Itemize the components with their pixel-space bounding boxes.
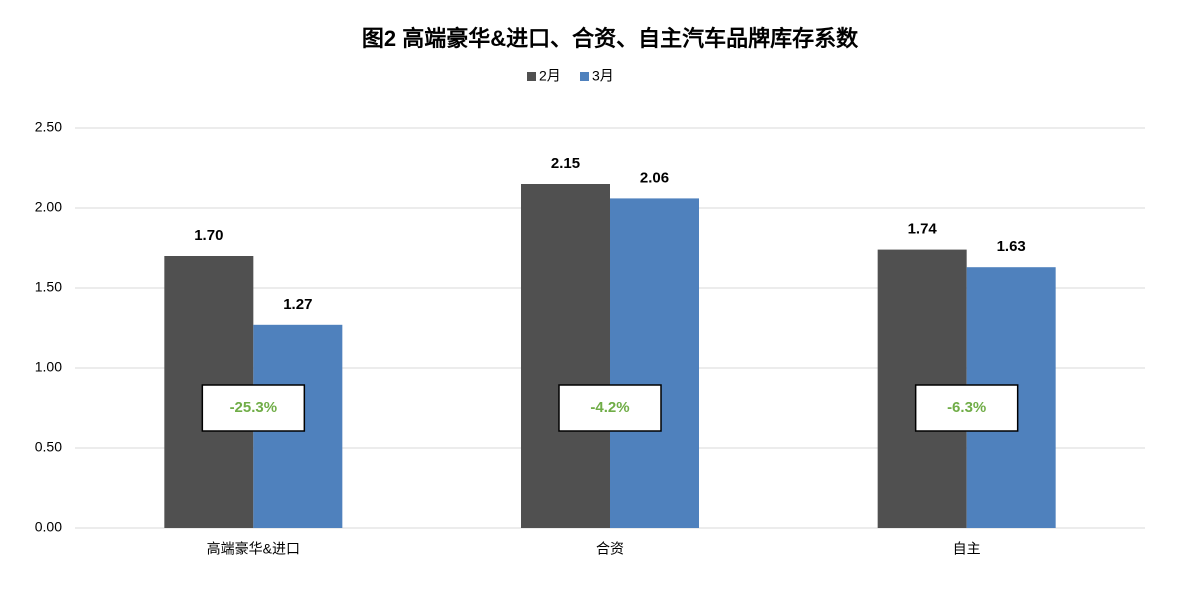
legend-label: 3月 — [592, 68, 614, 84]
value-label: 1.74 — [908, 221, 938, 238]
y-tick-label: 2.50 — [35, 119, 62, 135]
value-label: 1.27 — [283, 296, 312, 313]
x-tick-label: 高端豪华&进口 — [207, 541, 300, 557]
value-label: 1.70 — [194, 227, 223, 244]
annotation: -4.2% — [590, 399, 629, 416]
annotation: -25.3% — [230, 399, 278, 416]
value-label: 2.15 — [551, 155, 580, 172]
legend-swatch — [580, 72, 589, 81]
value-label: 2.06 — [640, 169, 669, 186]
legend-swatch — [527, 72, 536, 81]
bar — [610, 198, 699, 528]
chart-title: 图2 高端豪华&进口、合资、自主汽车品牌库存系数 — [362, 26, 859, 51]
value-label: 1.63 — [997, 238, 1026, 255]
x-tick-label: 合资 — [596, 541, 624, 557]
annotation-box — [914, 384, 1019, 432]
annotation-box — [201, 384, 306, 432]
annotation-box — [558, 384, 662, 432]
annotation: -6.3% — [947, 399, 986, 416]
bar — [521, 184, 610, 528]
y-tick-label: 1.00 — [35, 359, 62, 375]
y-tick-label: 1.50 — [35, 279, 62, 295]
y-tick-label: 2.00 — [35, 199, 62, 215]
y-tick-label: 0.00 — [35, 519, 62, 535]
x-tick-label: 自主 — [953, 541, 981, 557]
legend-label: 2月 — [539, 68, 561, 84]
y-tick-label: 0.50 — [35, 439, 62, 455]
